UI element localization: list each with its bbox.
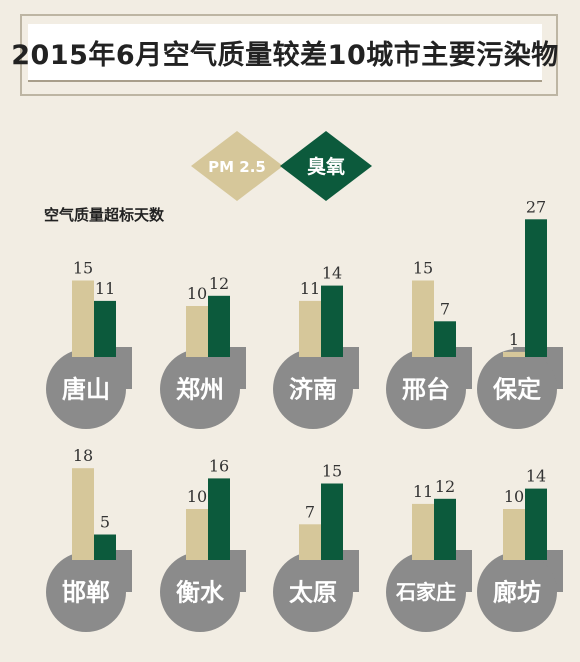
city-panels: 1511唐山1012郑州1114济南157邢台127保定185邯郸1016衡水7… [46, 197, 563, 632]
title-frame [20, 14, 558, 96]
legend-pm25-swatch [191, 131, 283, 201]
bar-pm25 [299, 300, 321, 357]
city-name: 保定 [492, 376, 541, 404]
bar-ozone [208, 295, 230, 357]
bar-pm25 [186, 306, 208, 357]
title-banner: 2015年6月空气质量较差10城市主要污染物 [11, 24, 558, 82]
city-name: 唐山 [62, 376, 110, 404]
city-name: 廊坊 [493, 579, 541, 607]
bar-pm25 [412, 280, 434, 357]
bar-ozone [434, 498, 456, 560]
data-label-pm25: 7 [305, 502, 315, 521]
data-label-pm25: 15 [413, 259, 433, 278]
data-label-pm25: 18 [73, 446, 93, 465]
legend-ozone-label: 臭氧 [307, 155, 345, 178]
city-panel: 1 27 保定 [477, 197, 563, 429]
city-name: 石家庄 [395, 580, 456, 604]
bar-pm25 [72, 280, 94, 357]
city-name: 济南 [289, 376, 337, 404]
city-name: 邢台 [402, 376, 450, 404]
city-circle [160, 552, 240, 632]
bar-pm25 [412, 503, 434, 560]
data-label-ozone: 16 [209, 456, 229, 475]
data-label-ozone: 11 [95, 279, 115, 298]
city-name: 衡水 [176, 579, 225, 607]
city-circle [160, 349, 240, 429]
data-label-pm25: 10 [187, 284, 207, 303]
legend-pm25-label: PM 2.5 [208, 158, 266, 176]
data-label-pm25: 10 [187, 487, 207, 506]
city-circle [46, 349, 126, 429]
legend-ozone-swatch [280, 131, 372, 201]
city-name: 太原 [289, 579, 337, 607]
bar-ozone [321, 285, 343, 357]
bar-pm25 [503, 509, 525, 560]
city-panel: 18 5 邯郸 [46, 446, 132, 632]
data-label-ozone: 15 [322, 462, 342, 481]
legend: PM 2.5 臭氧 [191, 131, 372, 201]
bar-pm25 [299, 524, 321, 560]
bar-pm25 [186, 509, 208, 560]
data-label-ozone: 7 [440, 299, 450, 318]
bar-ozone [434, 321, 456, 357]
data-label-pm25: 1 [509, 330, 519, 349]
city-circle [273, 552, 353, 632]
data-label-ozone: 12 [435, 477, 455, 496]
city-circle [477, 349, 557, 429]
city-name: 郑州 [176, 376, 224, 404]
bar-ozone [94, 300, 116, 357]
bar-ozone [525, 488, 547, 560]
bar-ozone [94, 534, 116, 560]
bar-pm25 [72, 468, 94, 560]
city-circle [46, 552, 126, 632]
data-label-ozone: 14 [322, 264, 342, 283]
data-label-ozone: 27 [526, 197, 546, 216]
data-label-pm25: 11 [413, 482, 433, 501]
data-label-ozone: 12 [209, 274, 229, 293]
city-circle [477, 552, 557, 632]
city-panel: 11 12 石家庄 [386, 477, 472, 632]
city-circle [386, 552, 466, 632]
data-label-ozone: 5 [100, 513, 110, 532]
city-circle [386, 349, 466, 429]
y-axis-label: 空气质量超标天数 [44, 206, 165, 224]
data-label-pm25: 15 [73, 259, 93, 278]
data-label-pm25: 11 [300, 279, 320, 298]
city-panel: 15 7 邢台 [386, 259, 472, 429]
bar-pm25 [503, 351, 525, 357]
data-label-pm25: 10 [504, 487, 524, 506]
page-title: 2015年6月空气质量较差10城市主要污染物 [11, 39, 559, 71]
bar-ozone [321, 483, 343, 560]
data-label-ozone: 14 [526, 467, 546, 486]
bar-ozone [525, 219, 547, 357]
bar-ozone [208, 478, 230, 560]
city-circle [273, 349, 353, 429]
city-name: 邯郸 [62, 579, 110, 607]
city-panel: 7 15 太原 [273, 462, 359, 632]
